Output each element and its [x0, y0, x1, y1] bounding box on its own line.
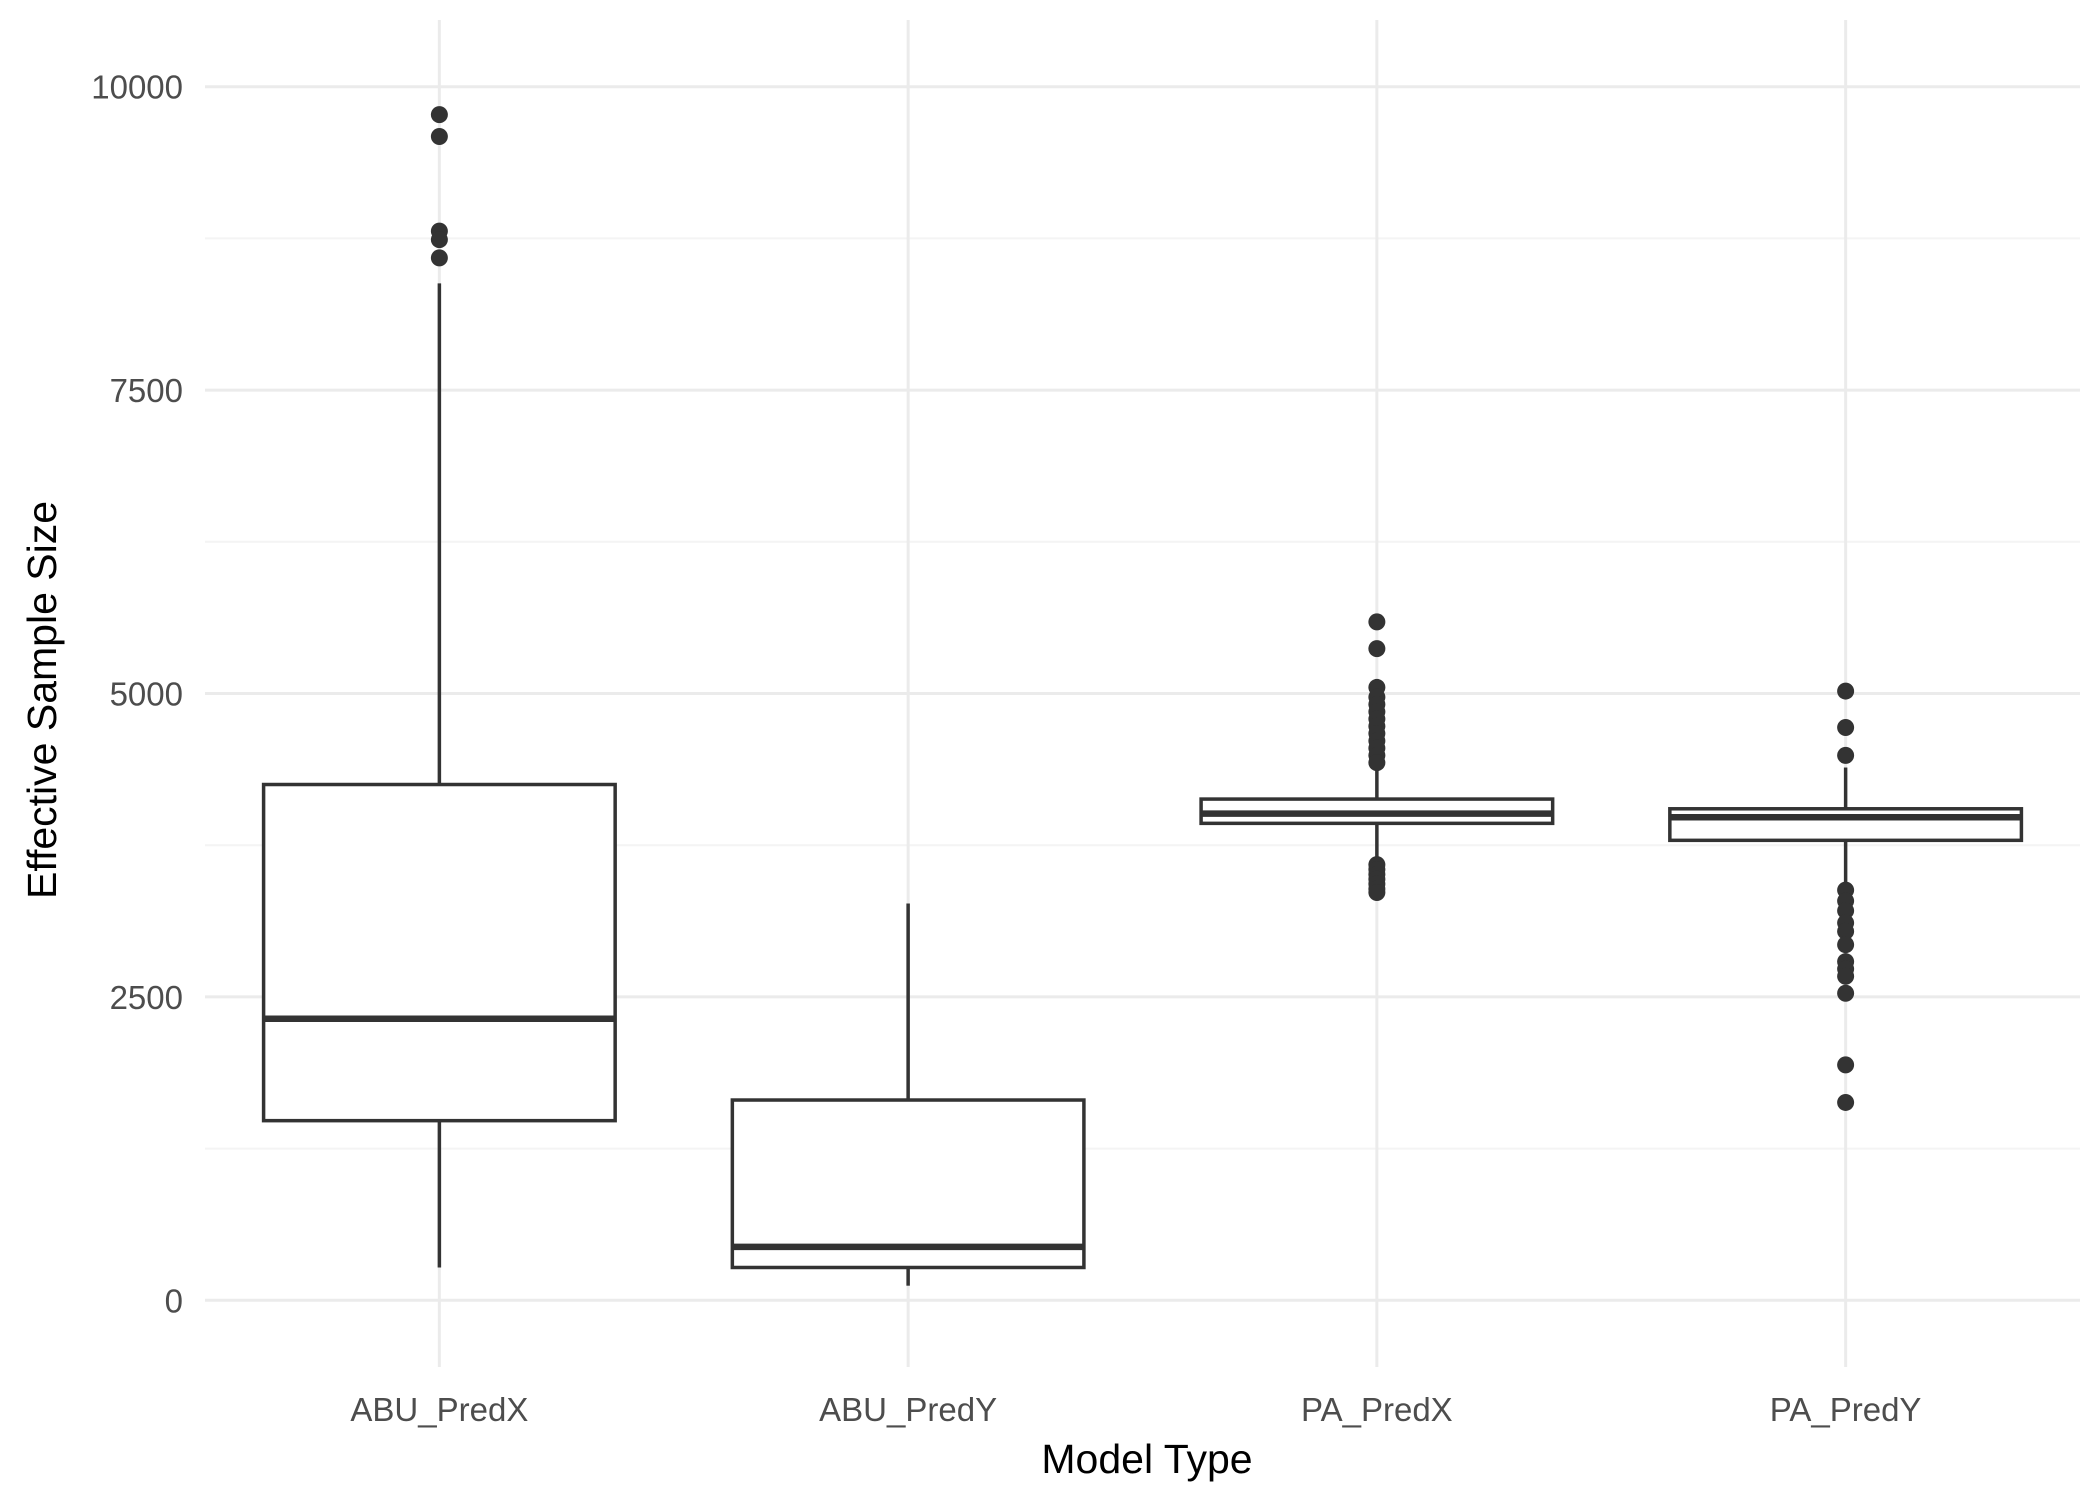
box [1668, 807, 2024, 843]
outlier-point [1368, 754, 1386, 772]
box [730, 1098, 1086, 1270]
y-tick-label: 10000 [91, 69, 183, 106]
outlier-point [430, 106, 448, 124]
x-tick-label: ABU_PredX [350, 1391, 528, 1428]
x-tick-label: ABU_PredY [819, 1391, 997, 1428]
x-axis-title: Model Type [1041, 1436, 1252, 1482]
y-tick-label: 0 [165, 1282, 183, 1319]
x-tick-label: PA_PredX [1301, 1391, 1453, 1428]
outlier-point [430, 127, 448, 145]
outlier-point [1368, 613, 1386, 631]
outliers [430, 106, 1855, 1111]
box [261, 782, 617, 1123]
outlier-point [1837, 1093, 1855, 1111]
outlier-point [1837, 718, 1855, 736]
y-tick-label: 5000 [110, 676, 183, 713]
outlier-point [1837, 682, 1855, 700]
grid [205, 20, 2080, 1367]
outlier-point [1368, 640, 1386, 658]
y-axis-ticks: 0 2500 5000 7500 10000 [91, 69, 183, 1320]
outlier-point [1837, 967, 1855, 985]
outlier-point [1368, 884, 1386, 902]
y-tick-label: 7500 [110, 372, 183, 409]
y-tick-label: 2500 [110, 979, 183, 1016]
y-axis-title: Effective Sample Size [19, 501, 65, 899]
outlier-point [1837, 746, 1855, 764]
outlier-point [1837, 984, 1855, 1002]
outlier-point [430, 249, 448, 267]
x-axis-ticks: ABU_PredX ABU_PredY PA_PredX PA_PredY [350, 1391, 1921, 1428]
x-tick-label: PA_PredY [1770, 1391, 1922, 1428]
outlier-point [1837, 936, 1855, 954]
outlier-point [430, 231, 448, 249]
outlier-point [1837, 922, 1855, 940]
outlier-point [1837, 1056, 1855, 1074]
outlier-point [1837, 902, 1855, 920]
boxes [261, 283, 2024, 1286]
